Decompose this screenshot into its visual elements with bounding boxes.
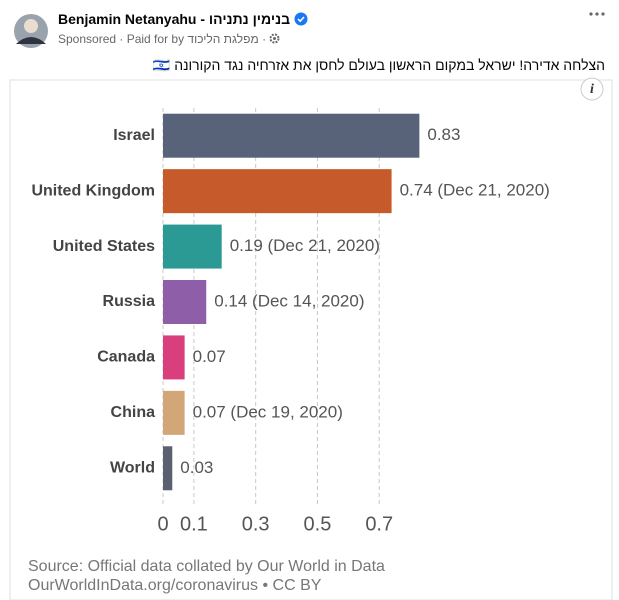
avatar-suit (16, 37, 46, 44)
x-tick-label: 0.1 (180, 513, 208, 535)
source-note: OurWorldInData.org/coronavirus • CC BY (28, 577, 322, 594)
x-tick-label: 0.7 (365, 513, 393, 535)
bar (163, 113, 420, 158)
category-label: World (110, 460, 155, 477)
x-tick-label: 0 (157, 513, 168, 535)
sponsored-label: Sponsored · Paid for by (58, 32, 185, 46)
payer[interactable]: מפלגת הליכוד (187, 32, 259, 46)
bar (163, 446, 173, 491)
bar (163, 390, 185, 435)
value-label: 0.83 (427, 125, 460, 144)
bar (163, 224, 222, 269)
verified-badge (294, 12, 308, 26)
category-label: Russia (103, 293, 156, 310)
x-tick-label: 0.5 (304, 513, 332, 535)
source-note: Source: Official data collated by Our Wo… (28, 558, 385, 575)
audience-icon (269, 33, 280, 44)
value-label: 0.03 (180, 458, 213, 477)
category-label: United Kingdom (31, 182, 155, 199)
sponsor-line: Sponsored · Paid for by מפלגת הליכוד · (58, 32, 280, 46)
category-label: Israel (113, 127, 155, 144)
value-label: 0.07 (Dec 19, 2020) (193, 402, 343, 421)
category-label: United States (53, 238, 155, 255)
post-message: הצלחה אדירה! ישראל במקום הראשון בעולם לח… (152, 57, 605, 73)
ad-image-frame (9, 79, 613, 600)
value-label: 0.14 (Dec 14, 2020) (214, 291, 364, 310)
author-line[interactable]: Benjamin Netanyahu - בנימין נתניהו (58, 11, 308, 27)
value-label: 0.74 (Dec 21, 2020) (400, 181, 550, 200)
info-icon[interactable]: i (590, 82, 594, 97)
category-label: Canada (97, 349, 155, 366)
value-label: 0.19 (Dec 21, 2020) (230, 236, 380, 255)
bar (163, 169, 392, 214)
value-label: 0.07 (193, 347, 226, 366)
bar (163, 335, 185, 380)
avatar-face (24, 19, 38, 33)
category-label: China (111, 404, 156, 421)
separator: · (262, 32, 267, 46)
info-button[interactable] (580, 77, 604, 101)
author-name[interactable]: Benjamin Netanyahu - בנימין נתניהו (58, 11, 291, 27)
bar (163, 280, 207, 324)
x-tick-label: 0.3 (242, 513, 270, 535)
more-button[interactable] (589, 12, 605, 16)
